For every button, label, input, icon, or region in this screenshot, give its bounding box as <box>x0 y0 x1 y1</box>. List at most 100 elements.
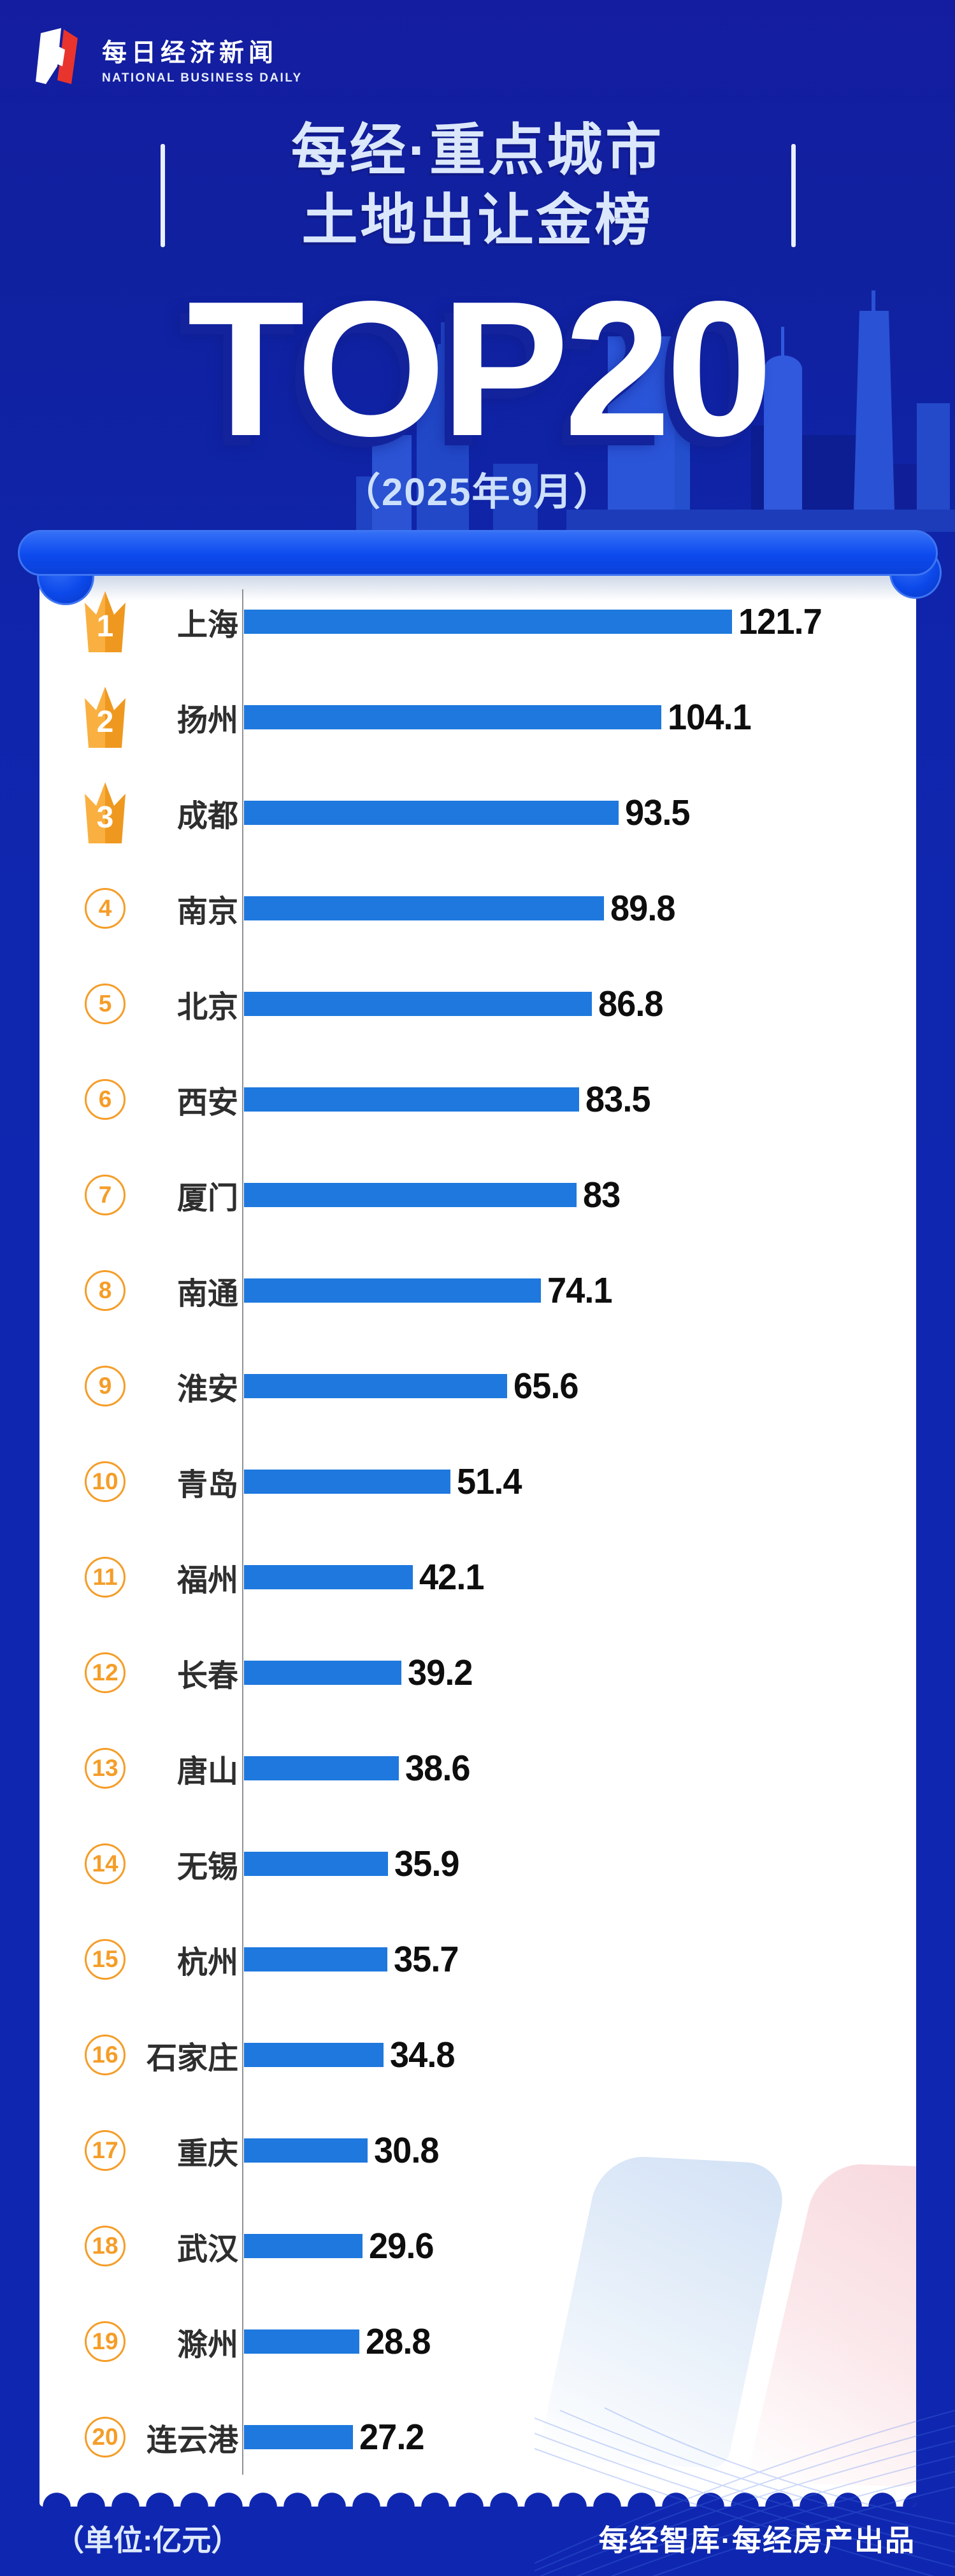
table-row: 10 10 青岛 51.4 <box>39 1449 916 1515</box>
value-bar <box>244 2329 359 2354</box>
city-label: 厦门 <box>176 1182 238 1215</box>
value-label: 34.8 <box>390 2035 456 2075</box>
value-label: 89.8 <box>610 888 676 929</box>
value-bar <box>244 2234 363 2258</box>
table-row: 13 13 唐山 38.6 <box>39 1735 916 1801</box>
value-bar <box>244 1278 541 1303</box>
page-title-line1: 每经·重点城市 <box>291 118 664 182</box>
title-bar-left <box>161 144 165 247</box>
crown-icon <box>85 782 126 843</box>
value-bar <box>244 610 732 634</box>
rank-badge: 7 7 <box>75 1161 136 1229</box>
value-bar <box>244 992 592 1016</box>
table-row: 16 16 石家庄 34.8 <box>39 2022 916 2088</box>
value-bar <box>244 1756 399 1780</box>
rank-badge: 17 17 <box>75 2116 136 2185</box>
rank-number: 12 <box>85 1652 126 1693</box>
city-label: 无锡 <box>176 1850 238 1884</box>
table-row: 7 7 厦门 83 <box>39 1162 916 1228</box>
table-row: 19 19 滁州 28.8 <box>39 2308 916 2375</box>
city-skyline-silhouette <box>356 290 955 532</box>
value-label: 93.5 <box>625 792 691 833</box>
title-bar-right <box>791 144 796 247</box>
rank-number: 4 <box>85 888 126 929</box>
rank-number: 16 <box>85 2035 126 2075</box>
city-label: 北京 <box>176 991 238 1024</box>
value-label: 39.2 <box>408 1652 473 1693</box>
rank-number: 5 <box>85 984 126 1024</box>
period-label: （2025年9月） <box>342 471 613 513</box>
value-label: 83.5 <box>585 1079 651 1120</box>
rank-badge: 11 11 <box>75 1543 136 1612</box>
value-bar <box>244 896 604 920</box>
chart-baseline-axis <box>242 589 243 2475</box>
value-label: 35.9 <box>394 1843 460 1884</box>
rank-badge: 16 16 <box>75 2021 136 2089</box>
rank-number: 18 <box>85 2226 126 2266</box>
city-label: 武汉 <box>176 2233 238 2266</box>
city-label: 扬州 <box>176 704 238 738</box>
rank-number: 2 <box>96 705 114 739</box>
rank-badge: 14 14 <box>75 1829 136 1898</box>
value-bar <box>244 1947 387 1971</box>
rank-badge: 13 13 <box>75 1734 136 1803</box>
rank-badge: 10 10 <box>75 1447 136 1516</box>
top20-heading: TOP20 <box>187 261 773 476</box>
city-label: 成都 <box>176 799 238 833</box>
value-bar <box>244 1661 401 1685</box>
crown-icon <box>85 687 126 748</box>
city-label: 石家庄 <box>146 2042 238 2075</box>
rank-number: 11 <box>85 1557 126 1598</box>
value-bar <box>244 1374 507 1398</box>
table-row: 3 3 成都 93.5 <box>39 780 916 846</box>
rank-number: 6 <box>85 1079 126 1120</box>
value-label: 86.8 <box>598 984 664 1024</box>
credit-label: 每经智库·每经房产出品 <box>598 2524 916 2557</box>
rank-badge: 2 2 <box>75 683 136 752</box>
table-row: 8 8 南通 74.1 <box>39 1257 916 1324</box>
value-bar <box>244 1852 388 1876</box>
city-label: 唐山 <box>176 1755 238 1789</box>
rank-number: 8 <box>85 1270 126 1311</box>
rank-number: 13 <box>85 1748 126 1789</box>
city-label: 长春 <box>176 1659 238 1693</box>
rank-badge: 20 20 <box>75 2403 136 2472</box>
city-label: 福州 <box>176 1564 238 1598</box>
value-label: 121.7 <box>738 601 822 642</box>
brand-logo: 每日经济新闻 NATIONAL BUSINESS DAILY <box>32 27 303 85</box>
scroll-roller-bar <box>18 530 938 576</box>
table-row: 15 15 杭州 35.7 <box>39 1926 916 1993</box>
rank-badge: 9 9 <box>75 1352 136 1420</box>
city-label: 连云港 <box>146 2424 238 2458</box>
rank-number: 15 <box>85 1939 126 1980</box>
value-bar <box>244 1087 579 1112</box>
rank-badge: 19 19 <box>75 2307 136 2376</box>
rank-number: 20 <box>85 2417 126 2458</box>
table-row: 1 1 上海 121.7 <box>39 589 916 655</box>
rank-badge: 15 15 <box>75 1925 136 1994</box>
value-label: 30.8 <box>374 2130 440 2171</box>
rank-number: 7 <box>85 1175 126 1215</box>
value-bar <box>244 801 619 825</box>
value-label: 28.8 <box>366 2321 431 2362</box>
value-bar <box>244 1470 450 1494</box>
rank-number: 14 <box>85 1843 126 1884</box>
value-bar <box>244 2138 368 2163</box>
value-label: 42.1 <box>419 1557 485 1598</box>
city-label: 南通 <box>176 1277 238 1311</box>
value-label: 74.1 <box>547 1270 613 1311</box>
table-row: 6 6 西安 83.5 <box>39 1066 916 1133</box>
value-bar <box>244 1183 577 1207</box>
brand-name-en: NATIONAL BUSINESS DAILY <box>102 71 303 85</box>
rank-badge: 6 6 <box>75 1065 136 1134</box>
value-label: 65.6 <box>513 1366 579 1406</box>
brand-name-cn: 每日经济新闻 <box>102 39 278 67</box>
nbd-n-logo-icon <box>36 28 78 84</box>
table-row: 18 18 武汉 29.6 <box>39 2213 916 2279</box>
value-label: 51.4 <box>457 1461 522 1502</box>
table-row: 17 17 重庆 30.8 <box>39 2117 916 2184</box>
table-row: 20 20 连云港 27.2 <box>39 2404 916 2470</box>
value-bar <box>244 2425 353 2449</box>
value-bar <box>244 705 661 729</box>
